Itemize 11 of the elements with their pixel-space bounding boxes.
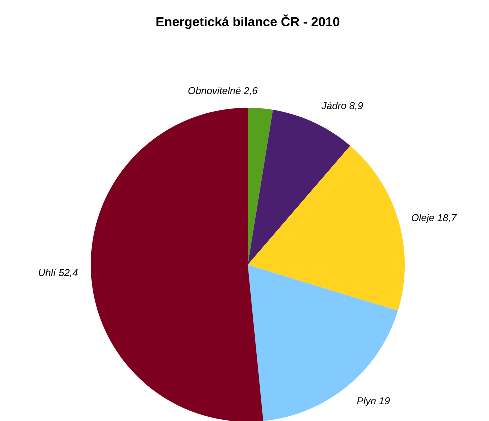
slice-label: Plyn [357,397,376,407]
chart-title: Energetická bilance ČR - 2010 [156,14,340,30]
data-label: 52,4 [59,269,78,278]
slice-label: Obnovitelné [188,86,241,94]
slice-label: Oleje [412,214,434,224]
data-label: 2,6 [244,87,258,96]
data-label: 8,9 [350,102,364,111]
data-label: 18,7 [438,214,458,223]
slice-label: Uhlí [39,268,57,276]
data-label: 19 [379,398,390,405]
slice-label: Jádro [322,102,346,110]
